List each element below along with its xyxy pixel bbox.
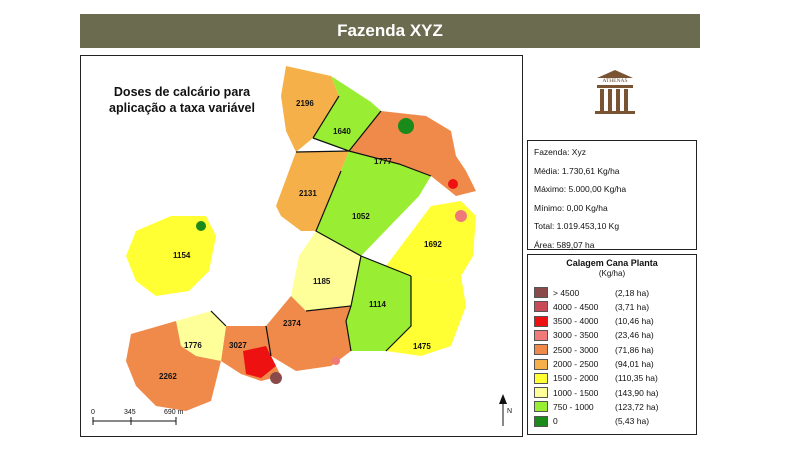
map-patch	[448, 179, 458, 189]
legend-swatch	[534, 344, 548, 356]
legend-title: Calagem Cana Planta	[566, 258, 658, 268]
field-2374	[266, 296, 351, 371]
legend-range: 1500 - 2000	[553, 373, 599, 384]
legend-item: 750 - 1000 (123,72 ha)	[534, 401, 659, 413]
field-1692	[386, 201, 476, 281]
legend-item: 3500 - 4000 (10,46 ha)	[534, 315, 654, 327]
field-1114	[346, 256, 411, 351]
field-label: 2196	[296, 99, 314, 108]
map-patch	[196, 221, 206, 231]
legend-swatch	[534, 401, 548, 413]
legend-swatch	[534, 372, 548, 384]
legend-area: (71,86 ha)	[615, 344, 654, 355]
field-label: 3027	[229, 341, 247, 350]
legend-swatch	[534, 301, 548, 313]
map-patch	[332, 357, 340, 365]
logo-name: ATHENAS	[602, 78, 628, 84]
legend-item: 1500 - 2000 (110,35 ha)	[534, 372, 658, 384]
legend-swatch	[534, 415, 548, 427]
legend-area: (5,43 ha)	[615, 416, 650, 427]
legend-panel: Calagem Cana Planta (Kg/ha) > 4500 (2,18 …	[527, 254, 697, 435]
legend-range: 2500 - 3000	[553, 344, 599, 355]
temple-icon	[595, 70, 635, 114]
legend-range: 750 - 1000	[553, 401, 594, 412]
map-patch	[455, 210, 467, 222]
legend-swatch	[534, 315, 548, 327]
legend-area: (94,01 ha)	[615, 359, 654, 369]
legend-area: (123,72 ha)	[615, 401, 659, 412]
legend-range: 3000 - 3500	[553, 330, 599, 341]
field-label: 2131	[299, 189, 317, 198]
legend-item: 1000 - 1500 (143,90 ha)	[534, 387, 659, 399]
legend-range: 2000 - 2500	[553, 359, 599, 369]
field-label: 1185	[313, 277, 331, 286]
legend-range: 4000 - 4500	[553, 301, 599, 312]
legend-area: (3,71 ha)	[615, 301, 650, 312]
stat-media: Média: 1.730,61 Kg/ha	[534, 165, 620, 176]
stat-total: Total: 1.019.453,10 Kg	[534, 221, 620, 232]
field-2131	[276, 151, 349, 231]
legend-item: 4000 - 4500 (3,71 ha)	[534, 301, 650, 313]
legend-item: 0 (5,43 ha)	[534, 415, 650, 427]
field-label: 2374	[283, 319, 301, 328]
field-3027-hot	[243, 346, 276, 378]
legend-swatch	[534, 287, 548, 298]
legend-area: (10,46 ha)	[615, 316, 654, 327]
legend-range: 0	[553, 416, 558, 427]
legend-range: > 4500	[553, 287, 580, 298]
stat-fazenda: Fazenda: Xyz	[534, 147, 586, 157]
legend-item: 3000 - 3500 (23,46 ha)	[534, 329, 654, 341]
legend-area: (23,46 ha)	[615, 330, 654, 341]
legend-swatch	[534, 329, 548, 341]
field-1154	[126, 216, 216, 296]
header-title: Fazenda XYZ	[80, 14, 700, 48]
legend-item: 2000 - 2500 (94,01 ha)	[534, 358, 654, 370]
legend-swatch	[534, 387, 548, 399]
north-label: N	[507, 408, 512, 415]
map-heading: Doses de calcário para aplicação a taxa …	[109, 85, 255, 115]
field-1185	[291, 231, 361, 311]
legend-unit: (Kg/ha)	[598, 269, 626, 278]
north-arrow-icon: N	[499, 394, 512, 426]
field-boundaries	[210, 95, 432, 357]
legend-range: 3500 - 4000	[553, 316, 599, 327]
field-label: 1052	[352, 212, 370, 221]
field-label: 1776	[184, 341, 202, 350]
legend-area: (143,90 ha)	[615, 387, 659, 398]
field-label: 1777	[374, 157, 392, 166]
stat-minimo: Mínimo: 0,00 Kg/ha	[534, 202, 608, 213]
scale-label-mid: 345	[124, 409, 136, 416]
stat-area: Área: 589,07 ha	[534, 239, 595, 250]
legend-item: 2500 - 3000 (71,86 ha)	[534, 344, 654, 356]
field-label: 2262	[159, 372, 177, 381]
legend-range: 1000 - 1500	[553, 387, 599, 398]
map-panel: 2196 1640 1777 2131 1052 1692 1154 1185 …	[80, 55, 523, 437]
field-2262	[126, 321, 221, 411]
legend-area: (2,18 ha)	[615, 287, 650, 298]
map-patch	[398, 118, 414, 134]
field-2196	[281, 66, 339, 152]
field-label: 1692	[424, 240, 442, 249]
field-label: 1640	[333, 127, 351, 136]
field-1776	[176, 311, 226, 361]
legend-item: > 4500 (2,18 ha)	[534, 287, 649, 298]
scale-label-start: 0	[91, 409, 95, 416]
field-label: 1154	[173, 251, 191, 260]
scale-bar: 0 345 690 m	[91, 409, 184, 425]
legend-swatch	[534, 358, 548, 370]
field-label: 1114	[369, 300, 386, 309]
field-label: 1475	[413, 342, 431, 351]
map-patch	[270, 372, 282, 384]
stats-panel: Fazenda: Xyz Média: 1.730,61 Kg/ha Máxim…	[527, 140, 697, 250]
field-1052	[316, 151, 431, 256]
stat-maximo: Máximo: 5.000,00 Kg/ha	[534, 184, 627, 195]
field-1475	[386, 276, 466, 356]
legend-area: (110,35 ha)	[615, 373, 658, 384]
scale-label-end: 690 m	[164, 409, 184, 416]
athenas-logo: ATHENAS	[575, 68, 655, 128]
field-1777	[349, 111, 476, 196]
farm-map: 2196 1640 1777 2131 1052 1692 1154 1185 …	[91, 66, 512, 426]
